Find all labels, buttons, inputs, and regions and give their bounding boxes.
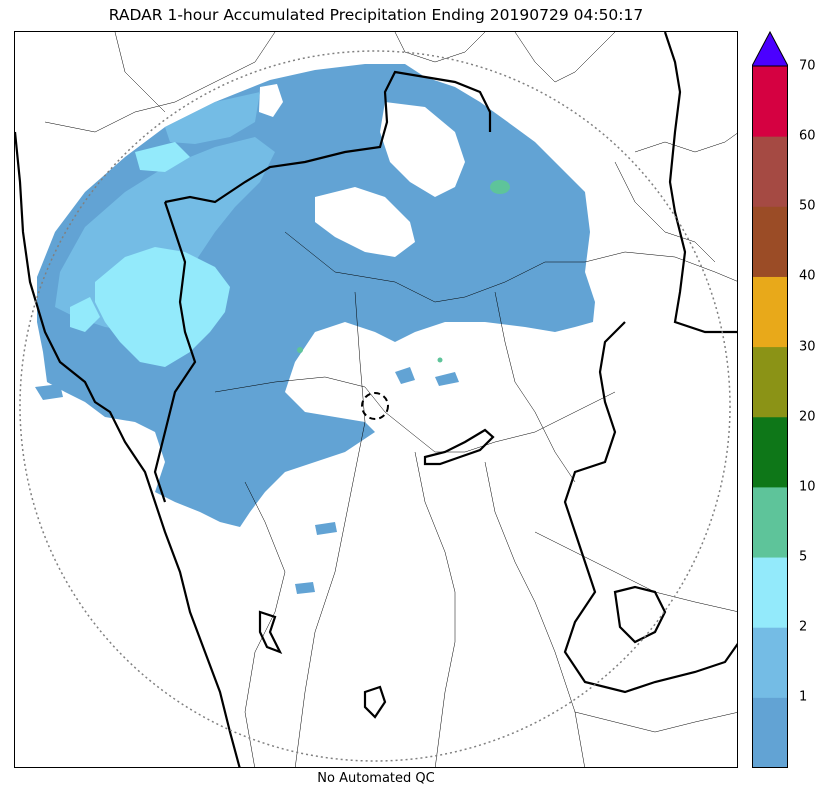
colorbar-tick-label: 60: [799, 128, 816, 144]
radar-site-marker[interactable]: [361, 392, 389, 420]
precip-core-2to5-b: [70, 297, 100, 332]
colorbar-extend-triangle: [752, 30, 788, 67]
colorbar-tick-label: 2: [799, 619, 808, 635]
precip-gap-small: [259, 84, 283, 117]
colorbar-segment: [752, 346, 788, 418]
colorbar-segment: [752, 557, 788, 628]
district-boundaries: [44, 32, 737, 767]
precipitation-colorbar: [752, 30, 788, 768]
precipitation-field: [35, 64, 595, 594]
colorbar-segment: [752, 276, 788, 348]
colorbar-tick-label: 50: [799, 198, 816, 214]
colorbar-segment: [752, 416, 788, 488]
precip-cell-5to10-b: [297, 347, 303, 353]
colorbar-tick-label: 5: [799, 549, 808, 565]
precip-core-2to5-c: [135, 142, 190, 172]
eastern-border: [663, 32, 737, 334]
precip-fleck-2: [315, 522, 337, 535]
colorbar-segment: [752, 206, 788, 277]
radar-map[interactable]: [14, 31, 738, 768]
colorbar-segment: [752, 66, 788, 137]
colorbar-tick-label: 10: [799, 479, 816, 495]
colorbar-tick-label: 30: [799, 339, 816, 355]
colorbar-tick-label: 70: [799, 58, 816, 74]
precip-core-2to5: [95, 247, 230, 367]
colorbar-segment: [752, 486, 788, 558]
colorbar-tick-label: 40: [799, 268, 816, 284]
colorbar-tick-label: 20: [799, 409, 816, 425]
inland-enclave: [423, 428, 495, 466]
precip-cell-5to10: [490, 180, 510, 194]
west-coastline: [15, 131, 241, 767]
colorbar-segment: [752, 136, 788, 207]
precip-fleck-3: [295, 582, 315, 594]
south-enclave-2: [363, 685, 387, 719]
precip-gap-central: [315, 187, 415, 257]
radar-range-ring: [19, 50, 731, 762]
precip-fleck-4: [395, 367, 415, 384]
south-enclave-1: [258, 610, 283, 655]
precip-fleck-5: [435, 372, 459, 386]
precip-fleck-1: [35, 384, 63, 400]
colorbar-tick-label: 1: [799, 689, 808, 705]
precip-cell-5to10-c: [437, 357, 443, 363]
northern-border: [164, 70, 492, 204]
map-title: RADAR 1-hour Accumulated Precipitation E…: [108, 6, 644, 24]
colorbar-segment: [752, 697, 788, 768]
qc-note: No Automated QC: [317, 771, 435, 786]
radar-map-canvas: [15, 32, 737, 767]
state-boundaries: [15, 32, 737, 767]
south-enclave-3: [613, 585, 667, 644]
colorbar-frame: [752, 65, 788, 768]
precip-band-1to2-b: [165, 92, 260, 144]
south-east-border: [563, 321, 737, 694]
west-inland-border: [153, 201, 197, 503]
colorbar-segment: [752, 627, 788, 698]
precip-gap-north: [380, 102, 465, 197]
